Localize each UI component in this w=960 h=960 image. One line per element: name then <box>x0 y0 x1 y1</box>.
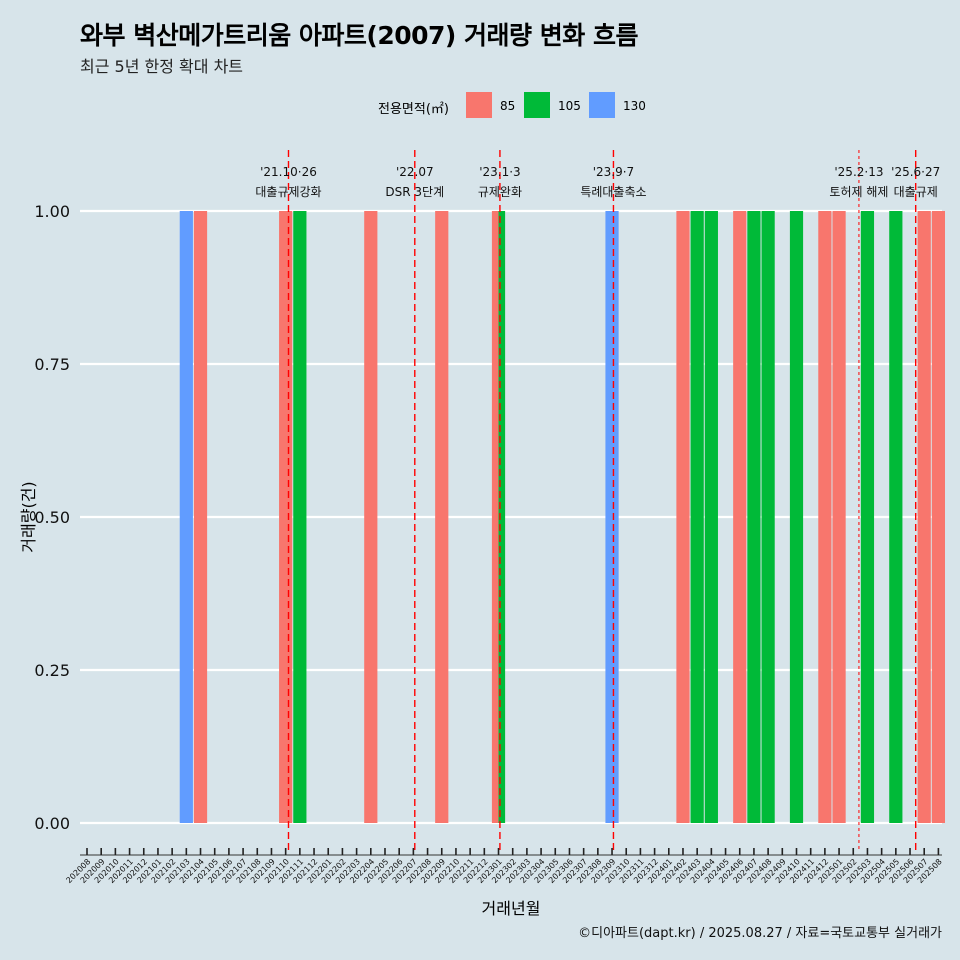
y-axis-label: 거래량(건) <box>19 481 38 552</box>
bar-202111-105 <box>293 211 307 823</box>
bar-202301-85 <box>491 211 499 823</box>
y-tick-label: 1.00 <box>34 202 70 221</box>
event-date-label: '25.6·27 <box>891 165 940 179</box>
bar-202103-130 <box>179 211 193 823</box>
event-date-label: '23.9·7 <box>593 165 634 179</box>
legend-title: 전용면적(㎡) <box>378 102 449 117</box>
event-name-label: 토허제 해제 <box>829 185 888 199</box>
event-date-label: '21.10·26 <box>260 165 317 179</box>
event-name-label: 대출규제강화 <box>255 185 321 199</box>
legend-label-85: 85 <box>500 99 516 113</box>
bar-202508-85 <box>931 211 945 823</box>
caption: ©디아파트(dapt.kr) / 2025.08.27 / 자료=국토교통부 실… <box>578 926 942 941</box>
bar-202408-105 <box>761 211 775 823</box>
bar-202410-105 <box>789 211 804 823</box>
legend-swatch-85 <box>466 92 492 118</box>
x-axis-label: 거래년월 <box>482 899 541 918</box>
legend-swatch-130 <box>589 92 615 118</box>
bar-202507-85 <box>917 211 931 823</box>
bar-202505-105 <box>889 211 903 823</box>
bar-202309-130 <box>605 211 619 823</box>
bar-202407-105 <box>747 211 761 823</box>
bar-202501-85 <box>832 211 846 823</box>
legend: 전용면적(㎡) 85 105 130 <box>0 92 960 122</box>
event-name-label: 특례대출축소 <box>580 185 646 199</box>
y-tick-label: 0.75 <box>34 355 70 374</box>
grid: 0.00 0.25 0.50 0.75 1.00 <box>34 202 942 833</box>
legend-label-105: 105 <box>558 99 581 113</box>
legend-swatch-105 <box>524 92 550 118</box>
bar-202301-105 <box>498 211 506 823</box>
bar-202406-85 <box>733 211 747 823</box>
bar-202503-105 <box>860 211 875 823</box>
event-name-label: DSR 3단계 <box>385 185 444 199</box>
bar-202412-85 <box>818 211 832 823</box>
bar-202209-85 <box>435 211 449 823</box>
axes: 2020082020092020102020112020122021012021… <box>64 848 944 885</box>
event-date-label: '23.1·3 <box>479 165 520 179</box>
legend-label-130: 130 <box>623 99 646 113</box>
chart-subtitle: 최근 5년 한정 확대 차트 <box>80 57 244 76</box>
bar-202403-105 <box>690 211 704 823</box>
bar-202402-85 <box>676 211 690 823</box>
event-name-label: 대출규제 <box>894 185 938 199</box>
event-lines: '21.10·26 대출규제강화 '22.07 DSR 3단계 '23.1·3 규제완화 '… <box>255 150 940 852</box>
event-date-label: '25.2·13 <box>834 165 883 179</box>
bar-202110-85 <box>279 211 293 823</box>
event-name-label: 규제완화 <box>478 185 522 199</box>
y-tick-label: 0.25 <box>34 661 70 680</box>
chart-title: 와부 벽산메가트리움 아파트(2007) 거래량 변화 흐름 <box>80 21 638 50</box>
event-date-label: '22.07 <box>396 165 434 179</box>
y-tick-label: 0.50 <box>34 508 70 527</box>
bar-202204-85 <box>364 211 378 823</box>
bar-202404-105 <box>704 211 718 823</box>
bar-202104-85 <box>193 211 208 823</box>
y-tick-label: 0.00 <box>34 814 70 833</box>
